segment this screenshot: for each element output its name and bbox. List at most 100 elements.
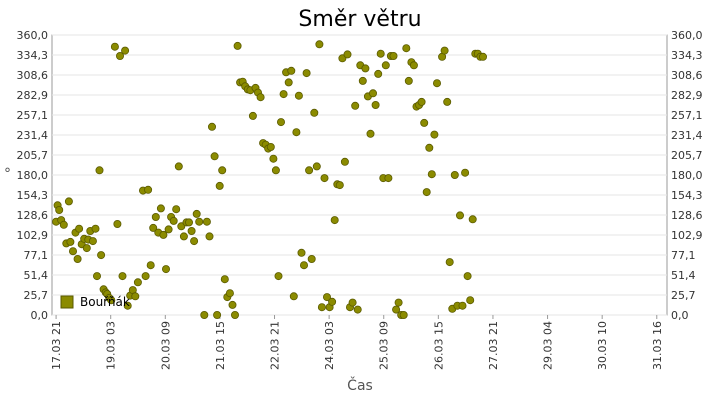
- data-point: [187, 226, 196, 235]
- data-point: [271, 166, 280, 175]
- data-point: [233, 41, 242, 50]
- x-tick-label: 17.03 21: [50, 321, 63, 370]
- data-point: [455, 211, 464, 220]
- data-point: [64, 197, 73, 206]
- data-point: [133, 278, 142, 287]
- points-layer: [52, 40, 487, 319]
- x-tick-label: 30.03 10: [596, 321, 609, 370]
- data-point: [322, 293, 331, 302]
- data-point: [174, 162, 183, 171]
- data-point: [340, 157, 349, 166]
- y-tick-label-left: 334,3: [17, 49, 49, 62]
- y-tick-label-left: 257,1: [17, 109, 49, 122]
- axis-layer: 0,0 0,0 25,7 25,7 51,4 51,4 77,1 77,1 102,9 102,9…: [17, 29, 703, 370]
- data-point: [110, 42, 119, 51]
- data-point: [220, 275, 229, 284]
- data-point: [195, 217, 204, 226]
- data-point: [279, 90, 288, 99]
- y-tick-label-left: 77,1: [24, 249, 49, 262]
- data-point: [131, 292, 140, 301]
- data-point: [463, 272, 472, 281]
- x-tick-label: 21.03 15: [214, 321, 227, 370]
- data-point: [310, 108, 319, 117]
- data-point: [287, 66, 296, 75]
- data-point: [366, 129, 375, 138]
- data-point: [432, 79, 441, 88]
- y-tick-label-left: 205,7: [17, 149, 49, 162]
- data-point: [66, 237, 75, 246]
- data-point: [149, 223, 158, 232]
- x-axis-title: Čas: [347, 376, 373, 394]
- data-point: [184, 218, 193, 227]
- y-tick-label-left: 0,0: [31, 309, 49, 322]
- data-point: [210, 152, 219, 161]
- x-tick-label: 26.03 15: [432, 321, 445, 370]
- y-tick-label-left: 102,9: [17, 229, 49, 242]
- data-point: [113, 219, 122, 228]
- data-point: [116, 52, 125, 61]
- data-point: [328, 297, 337, 306]
- data-point: [374, 69, 383, 78]
- data-point: [141, 272, 150, 281]
- y-tick-label-right: 180,0: [671, 169, 703, 182]
- data-point: [151, 212, 160, 221]
- y-tick-label-right: 360,0: [671, 29, 703, 42]
- y-tick-label-right: 154,3: [671, 189, 703, 202]
- data-point: [55, 205, 64, 214]
- data-point: [302, 69, 311, 78]
- data-point: [392, 305, 401, 314]
- data-point: [118, 272, 127, 281]
- data-point: [353, 305, 362, 314]
- data-point: [123, 301, 132, 310]
- data-point: [164, 225, 173, 234]
- data-point: [269, 154, 278, 163]
- data-point: [402, 44, 411, 53]
- data-point: [289, 292, 298, 301]
- y-tick-label-right: 51,4: [671, 269, 696, 282]
- data-point: [225, 289, 234, 298]
- data-point: [420, 118, 429, 127]
- y-axis-title: °: [4, 166, 11, 182]
- y-tick-label-left: 282,9: [17, 89, 49, 102]
- legend-swatch: [60, 295, 74, 309]
- data-point: [394, 298, 403, 307]
- y-tick-label-left: 51,4: [24, 269, 49, 282]
- data-point: [361, 64, 370, 73]
- data-point: [307, 254, 316, 263]
- data-point: [430, 130, 439, 139]
- data-point: [144, 185, 153, 194]
- data-point: [343, 50, 352, 59]
- data-point: [202, 217, 211, 226]
- x-tick-label: 27.03 21: [487, 321, 500, 370]
- data-point: [59, 220, 68, 229]
- y-tick-label-right: 77,1: [671, 249, 696, 262]
- data-point: [218, 166, 227, 175]
- data-point: [213, 310, 222, 319]
- data-point: [478, 52, 487, 61]
- data-point: [461, 168, 470, 177]
- data-point: [73, 254, 82, 263]
- chart-title: Směr větru: [298, 7, 421, 32]
- y-tick-label-left: 25,7: [24, 289, 49, 302]
- x-tick-label: 25.03 09: [378, 321, 391, 370]
- y-tick-label-right: 282,9: [671, 89, 703, 102]
- data-point: [445, 258, 454, 267]
- y-tick-label-right: 25,7: [671, 289, 696, 302]
- data-point: [422, 188, 431, 197]
- data-point: [161, 265, 170, 274]
- data-point: [205, 232, 214, 241]
- legend-label: Bouřňák: [80, 295, 130, 309]
- data-point: [159, 230, 168, 239]
- data-point: [368, 89, 377, 98]
- data-point: [82, 244, 91, 253]
- data-point: [425, 143, 434, 152]
- y-tick-label-left: 360,0: [17, 29, 49, 42]
- data-point: [69, 247, 78, 256]
- y-tick-label-right: 0,0: [671, 309, 689, 322]
- data-point: [305, 166, 314, 175]
- data-point: [427, 170, 436, 179]
- x-tick-label: 31.03 16: [651, 321, 664, 370]
- y-tick-label-right: 231,4: [671, 129, 703, 142]
